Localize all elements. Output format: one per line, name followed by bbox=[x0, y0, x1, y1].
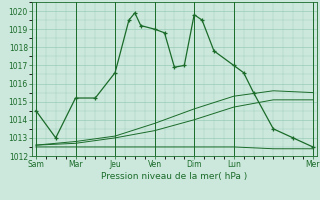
X-axis label: Pression niveau de la mer( hPa ): Pression niveau de la mer( hPa ) bbox=[101, 172, 248, 181]
